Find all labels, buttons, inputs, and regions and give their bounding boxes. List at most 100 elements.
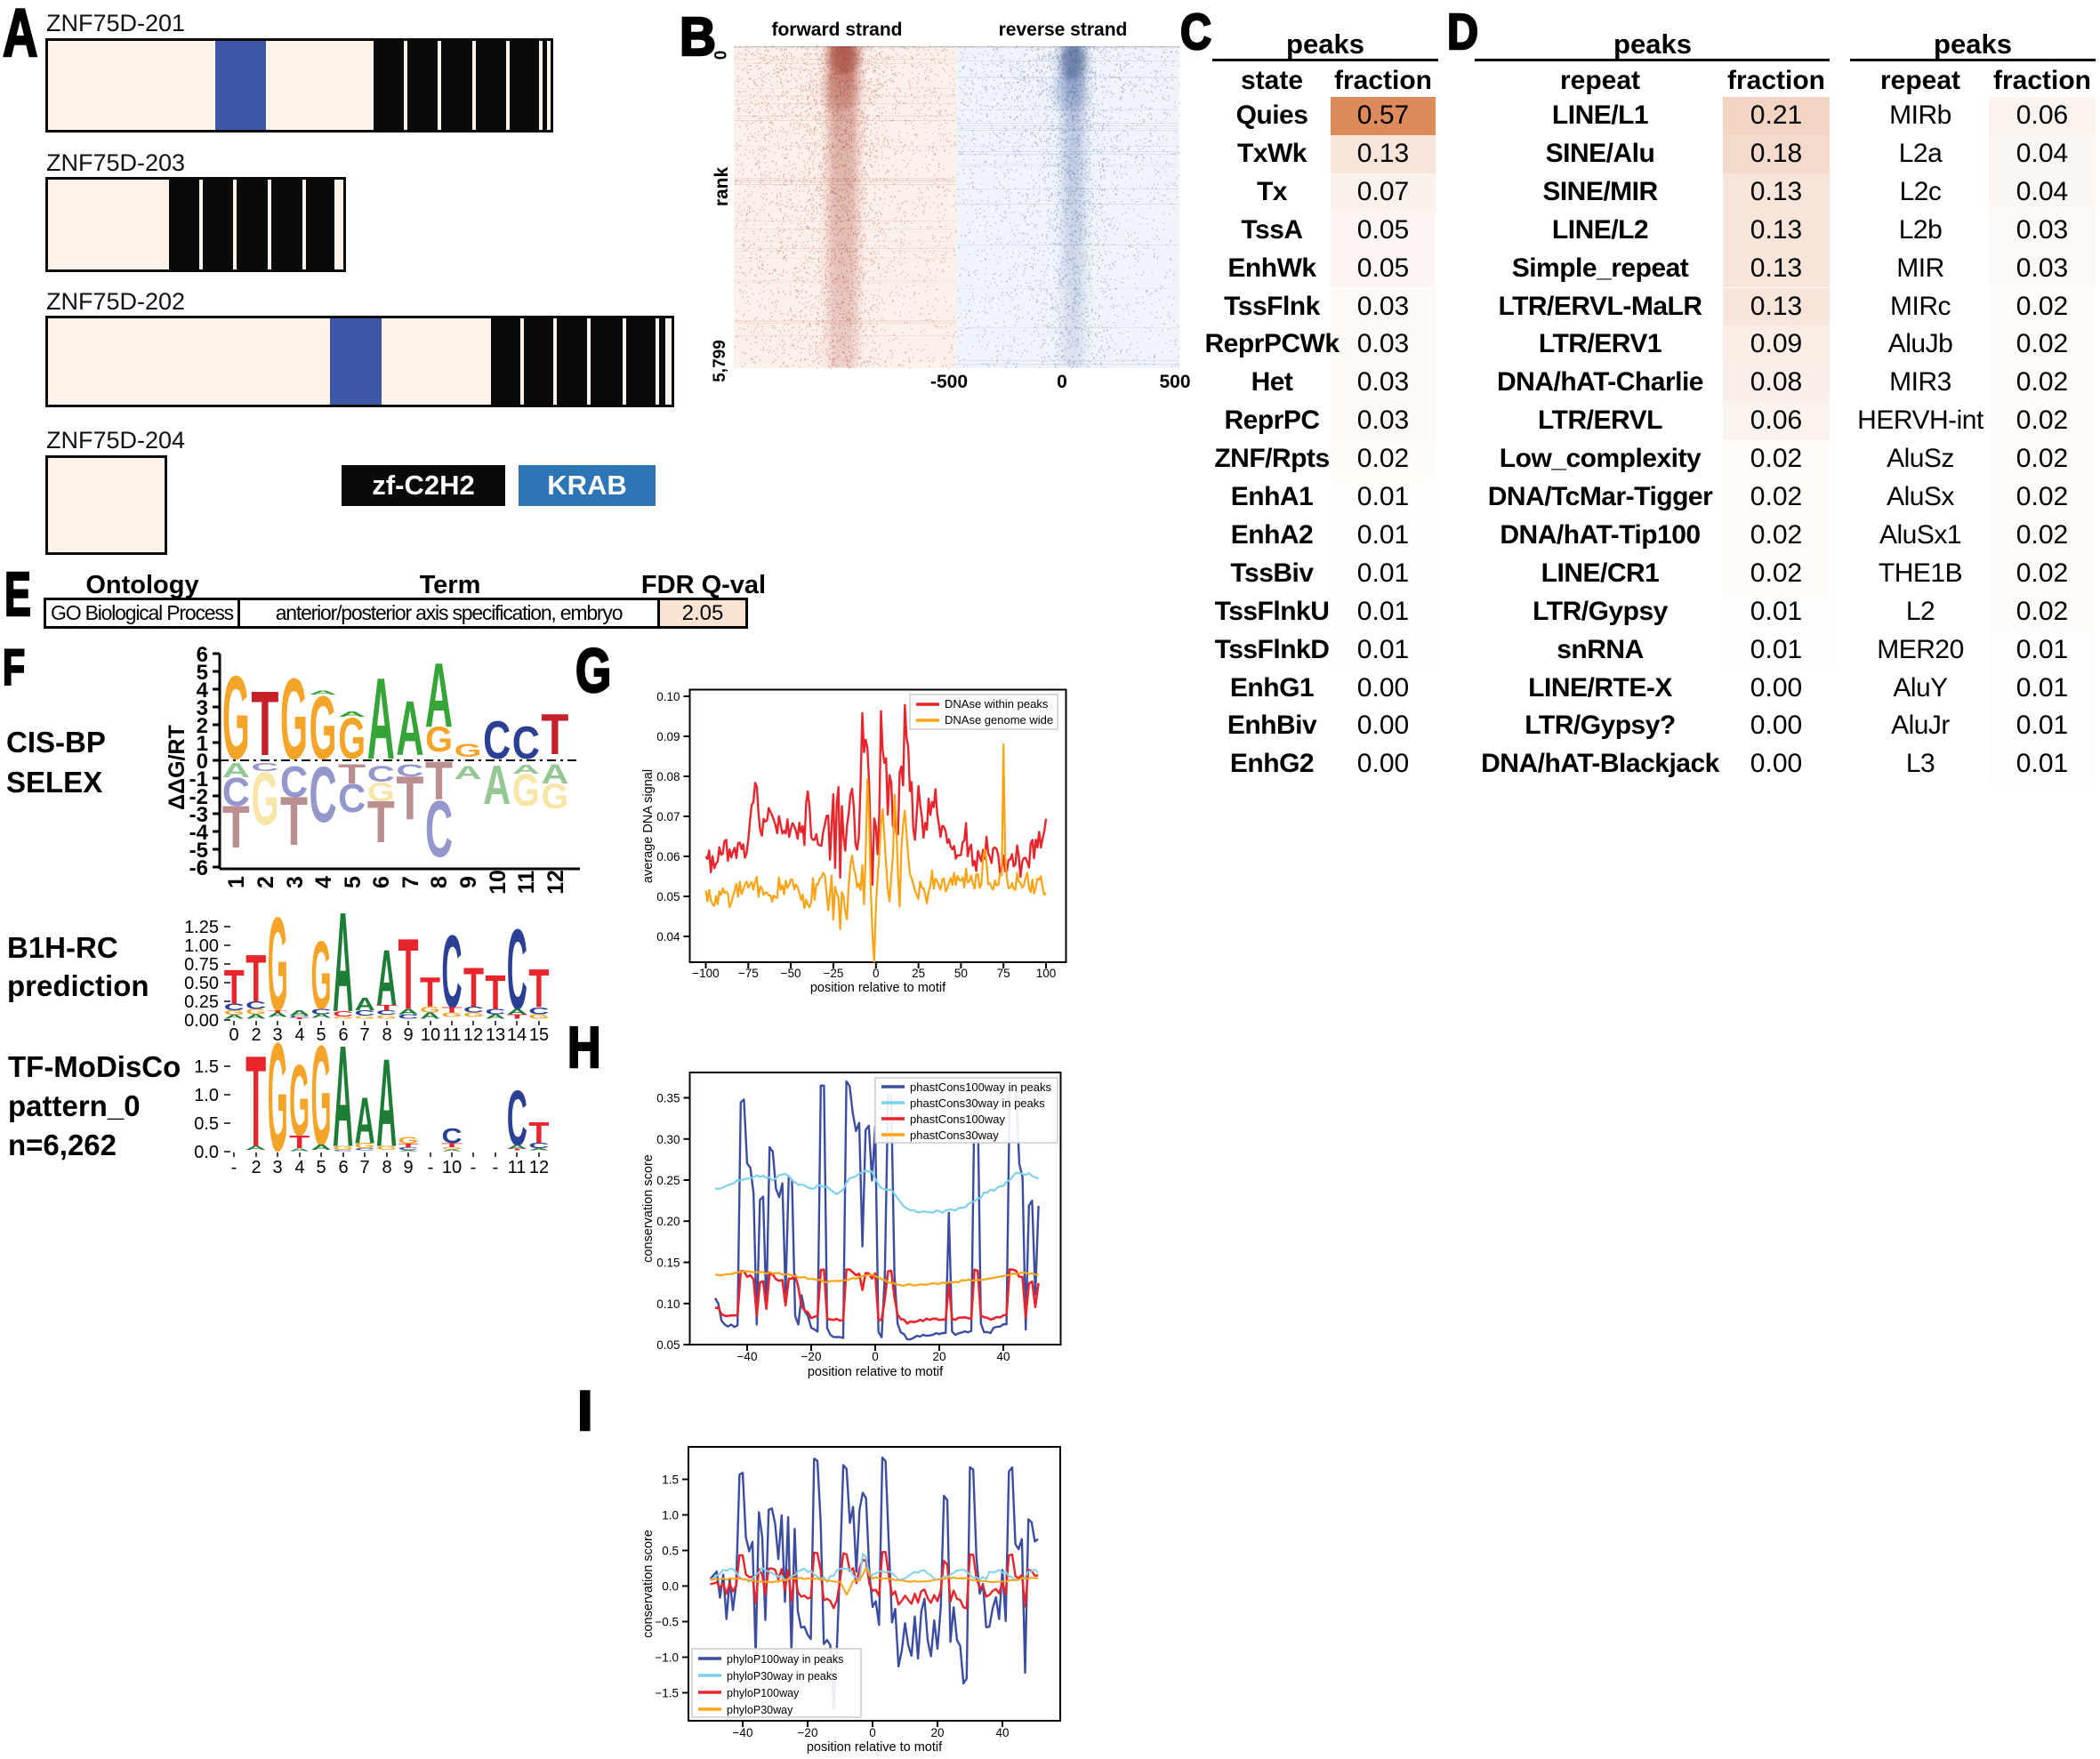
svg-text:4: 4 <box>311 876 336 888</box>
svg-text:0.04: 0.04 <box>656 930 680 944</box>
svg-text:−1.0: −1.0 <box>655 1651 679 1665</box>
svg-text:A: A <box>398 1008 418 1016</box>
svg-text:-: - <box>471 1158 477 1177</box>
svg-text:−25: −25 <box>823 967 843 980</box>
svg-text:1.0: 1.0 <box>662 1509 679 1522</box>
svg-text:12: 12 <box>529 1158 549 1177</box>
svg-text:C: C <box>528 1006 549 1016</box>
svg-text:0.15: 0.15 <box>656 1257 680 1270</box>
svg-text:4: 4 <box>294 1158 304 1177</box>
svg-text:−40: −40 <box>733 1726 753 1739</box>
svg-text:G: G <box>310 678 337 778</box>
svg-text:conservation score: conservation score <box>641 1530 656 1638</box>
svg-text:-: - <box>428 1158 434 1177</box>
svg-text:G: G <box>245 1008 266 1016</box>
svg-text:A: A <box>441 1149 462 1152</box>
svg-text:C: C <box>289 1015 310 1018</box>
svg-text:3: 3 <box>272 1025 282 1045</box>
svg-text:0.10: 0.10 <box>656 1297 680 1311</box>
svg-text:T: T <box>507 1013 528 1020</box>
svg-text:T: T <box>376 1003 397 1012</box>
svg-text:A: A <box>355 1084 375 1158</box>
svg-text:0.25: 0.25 <box>184 992 219 1012</box>
svg-text:0: 0 <box>869 1726 876 1739</box>
svg-text:C: C <box>512 718 540 769</box>
svg-text:C: C <box>367 762 395 787</box>
svg-text:C: C <box>333 1150 353 1152</box>
svg-text:11: 11 <box>514 871 539 895</box>
svg-text:G: G <box>420 1005 440 1015</box>
svg-text:0: 0 <box>873 967 880 980</box>
svg-text:conservation score: conservation score <box>641 1154 656 1263</box>
svg-text:A: A <box>338 711 366 719</box>
svg-text:7: 7 <box>398 876 423 888</box>
svg-text:A: A <box>224 1014 245 1020</box>
svg-text:G: G <box>355 1015 375 1019</box>
svg-text:C: C <box>507 906 527 1033</box>
svg-text:G: G <box>367 776 395 807</box>
svg-text:A: A <box>528 1147 549 1151</box>
svg-text:0.5: 0.5 <box>662 1545 679 1558</box>
svg-text:0.75: 0.75 <box>184 955 219 975</box>
svg-text:0: 0 <box>872 1350 879 1363</box>
svg-text:A: A <box>333 1016 353 1177</box>
svg-text:G: G <box>289 1043 310 1158</box>
svg-text:8: 8 <box>382 1025 391 1045</box>
svg-text:C: C <box>376 1009 397 1016</box>
svg-text:0.25: 0.25 <box>656 1174 680 1187</box>
svg-text:10: 10 <box>442 1158 462 1177</box>
svg-text:G: G <box>376 1145 397 1151</box>
svg-text:3: 3 <box>272 1158 282 1177</box>
svg-text:A: A <box>507 1008 527 1016</box>
svg-text:A: A <box>425 644 453 746</box>
svg-text:C: C <box>338 776 366 821</box>
svg-text:9: 9 <box>403 1025 413 1045</box>
svg-text:C: C <box>224 1002 245 1013</box>
svg-text:−75: −75 <box>738 967 759 980</box>
svg-text:C: C <box>396 761 423 781</box>
svg-text:T: T <box>338 758 366 789</box>
svg-text:A: A <box>398 1150 418 1152</box>
svg-text:G: G <box>333 1016 353 1019</box>
svg-text:50: 50 <box>954 967 968 980</box>
svg-text:G: G <box>251 756 278 840</box>
svg-text:A: A <box>245 1145 267 1151</box>
svg-text:DNAse genome wide: DNAse genome wide <box>945 713 1053 727</box>
svg-text:0.06: 0.06 <box>656 850 680 863</box>
svg-text:5: 5 <box>341 876 366 888</box>
svg-text:A: A <box>311 1144 332 1152</box>
svg-text:A: A <box>367 654 395 783</box>
svg-text:C: C <box>310 751 337 839</box>
svg-text:G: G <box>224 1009 245 1016</box>
svg-text:phastCons100way in peaks: phastCons100way in peaks <box>910 1080 1051 1094</box>
svg-text:T: T <box>245 1029 266 1174</box>
svg-text:−50: −50 <box>781 967 801 980</box>
svg-text:T: T <box>541 703 568 767</box>
svg-text:0: 0 <box>197 750 208 774</box>
svg-text:A: A <box>485 1013 505 1020</box>
svg-text:0.35: 0.35 <box>656 1092 680 1105</box>
svg-text:8: 8 <box>382 1158 391 1177</box>
svg-text:−20: −20 <box>801 1350 822 1363</box>
svg-text:C: C <box>222 770 250 815</box>
svg-text:G: G <box>463 1011 484 1018</box>
svg-text:G: G <box>398 1135 419 1145</box>
svg-text:G: G <box>222 651 250 783</box>
svg-text:T: T <box>420 969 440 1016</box>
svg-text:5: 5 <box>316 1158 326 1177</box>
svg-text:T: T <box>222 793 250 861</box>
svg-text:20: 20 <box>932 1350 945 1363</box>
svg-text:1.00: 1.00 <box>184 936 219 956</box>
svg-text:G: G <box>268 1012 288 1185</box>
svg-text:A: A <box>333 884 353 1042</box>
svg-text:C: C <box>485 1008 505 1016</box>
svg-text:DNAse within peaks: DNAse within peaks <box>945 697 1049 711</box>
svg-text:C: C <box>333 1009 353 1017</box>
svg-text:2: 2 <box>251 1158 261 1177</box>
svg-text:4: 4 <box>197 679 209 703</box>
svg-text:A: A <box>289 1008 310 1016</box>
svg-text:1.5: 1.5 <box>662 1474 679 1487</box>
svg-text:−1.5: −1.5 <box>655 1687 679 1700</box>
svg-text:40: 40 <box>995 1726 1009 1739</box>
svg-text:9: 9 <box>456 876 481 888</box>
